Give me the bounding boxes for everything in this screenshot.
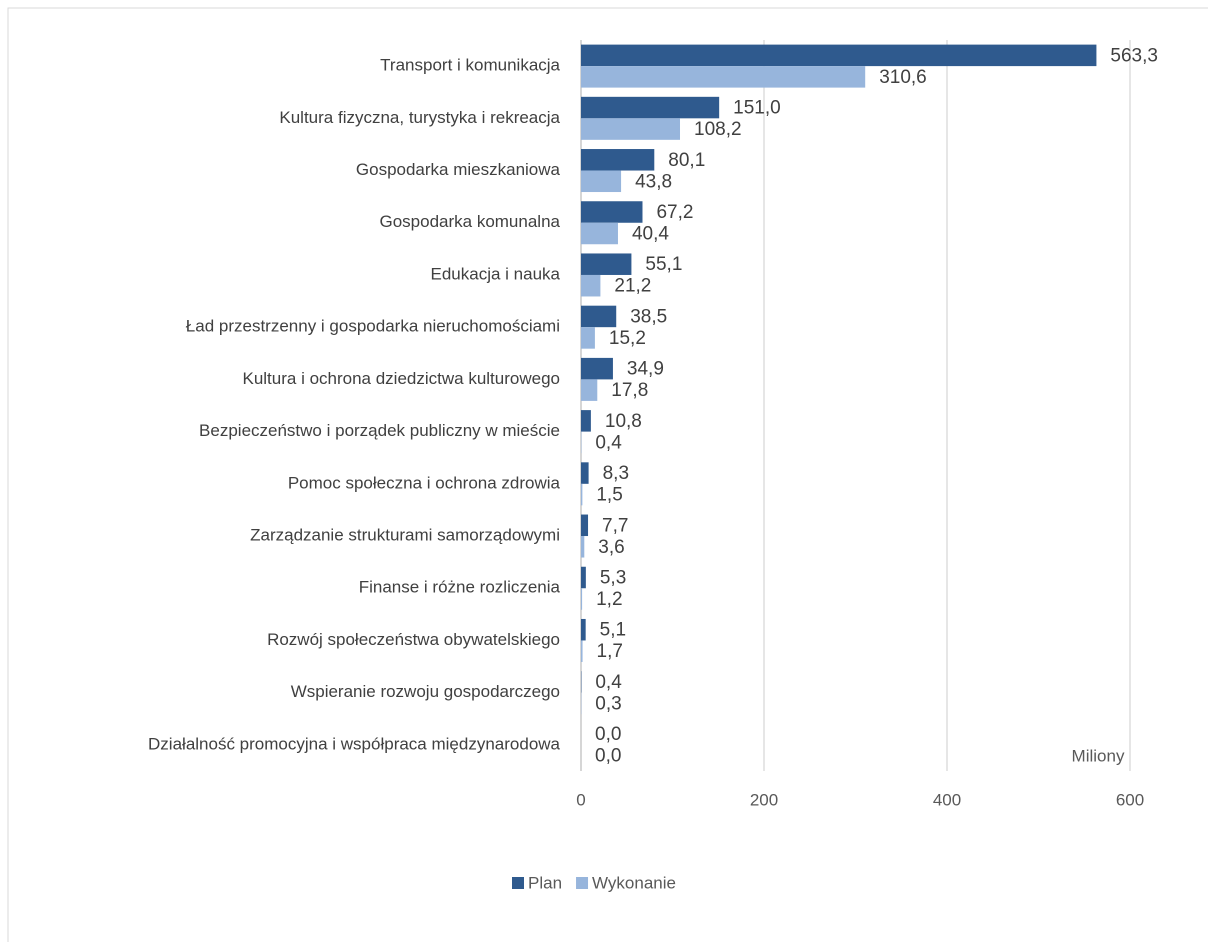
- value-label: 151,0: [733, 98, 781, 119]
- value-label: 310,6: [879, 67, 927, 88]
- bar: [581, 379, 597, 401]
- category-label: Pomoc społeczna i ochrona zdrowia: [288, 473, 561, 492]
- bar: [581, 462, 589, 484]
- category-label: Rozwój społeczeństwa obywatelskiego: [267, 630, 560, 649]
- category-label: Bezpieczeństwo i porządek publiczny w mi…: [199, 421, 560, 440]
- category-label: Wspieranie rozwoju gospodarczego: [291, 682, 560, 701]
- x-tick-label: 600: [1116, 790, 1144, 809]
- value-label: 108,2: [694, 119, 742, 140]
- category-label: Transport i komunikacja: [380, 56, 560, 75]
- value-label: 0,4: [595, 432, 622, 453]
- value-label: 21,2: [614, 276, 651, 297]
- bar: [581, 149, 654, 171]
- value-label: 55,1: [645, 254, 682, 275]
- bar: [581, 306, 616, 328]
- bar: [581, 275, 600, 297]
- value-label: 1,2: [596, 589, 622, 610]
- value-label: 15,2: [609, 328, 646, 349]
- x-tick-label: 0: [576, 790, 585, 809]
- value-label: 1,5: [596, 485, 622, 506]
- value-label: 67,2: [656, 202, 693, 223]
- category-label: Działalność promocyjna i współpraca międ…: [148, 734, 561, 753]
- value-label: 5,3: [600, 568, 626, 589]
- x-axis-label: Miliony: [1072, 746, 1125, 765]
- value-label: 7,7: [602, 515, 628, 536]
- value-label: 5,1: [600, 620, 626, 641]
- bar: [581, 327, 595, 349]
- category-label: Edukacja i nauka: [431, 264, 561, 283]
- category-label: Kultura fizyczna, turystyka i rekreacja: [279, 108, 560, 127]
- value-label: 0,0: [595, 724, 621, 745]
- value-label: 34,9: [627, 359, 664, 380]
- bar: [581, 118, 680, 140]
- legend-swatch: [576, 877, 588, 889]
- value-label: 10,8: [605, 411, 642, 432]
- bar: [581, 484, 582, 506]
- bar: [581, 201, 642, 223]
- bar: [581, 619, 586, 641]
- value-label: 80,1: [668, 150, 705, 171]
- bar: [581, 66, 865, 88]
- x-tick-label: 200: [750, 790, 778, 809]
- category-label: Kultura i ochrona dziedzictwa kulturoweg…: [242, 369, 560, 388]
- bar: [581, 253, 631, 275]
- value-label: 563,3: [1110, 45, 1158, 66]
- value-label: 0,0: [595, 746, 621, 767]
- category-label: Finanse i różne rozliczenia: [359, 578, 561, 597]
- bar: [581, 171, 621, 193]
- category-label: Gospodarka komunalna: [379, 212, 560, 231]
- category-label: Ład przestrzenny i gospodarka nieruchomo…: [186, 317, 560, 336]
- bar: [581, 515, 588, 537]
- category-label: Zarządzanie strukturami samorządowymi: [250, 526, 560, 545]
- legend-label: Plan: [528, 873, 562, 892]
- value-label: 0,3: [595, 693, 621, 714]
- bar: [581, 45, 1096, 67]
- value-label: 1,7: [597, 641, 623, 662]
- bar: [581, 588, 582, 610]
- category-label: Gospodarka mieszkaniowa: [356, 160, 561, 179]
- bar: [581, 223, 618, 245]
- x-tick-label: 400: [933, 790, 961, 809]
- bar: [581, 97, 719, 119]
- value-label: 43,8: [635, 171, 672, 192]
- bar: [581, 358, 613, 380]
- value-label: 38,5: [630, 306, 667, 327]
- value-label: 8,3: [603, 463, 629, 484]
- bar: [581, 536, 584, 558]
- bar: [581, 567, 586, 589]
- legend-label: Wykonanie: [592, 873, 676, 892]
- legend-swatch: [512, 877, 524, 889]
- value-label: 3,6: [598, 537, 624, 558]
- value-label: 17,8: [611, 380, 648, 401]
- value-label: 0,4: [595, 672, 622, 693]
- value-label: 40,4: [632, 224, 669, 245]
- bar: [581, 410, 591, 432]
- bar: [581, 640, 583, 662]
